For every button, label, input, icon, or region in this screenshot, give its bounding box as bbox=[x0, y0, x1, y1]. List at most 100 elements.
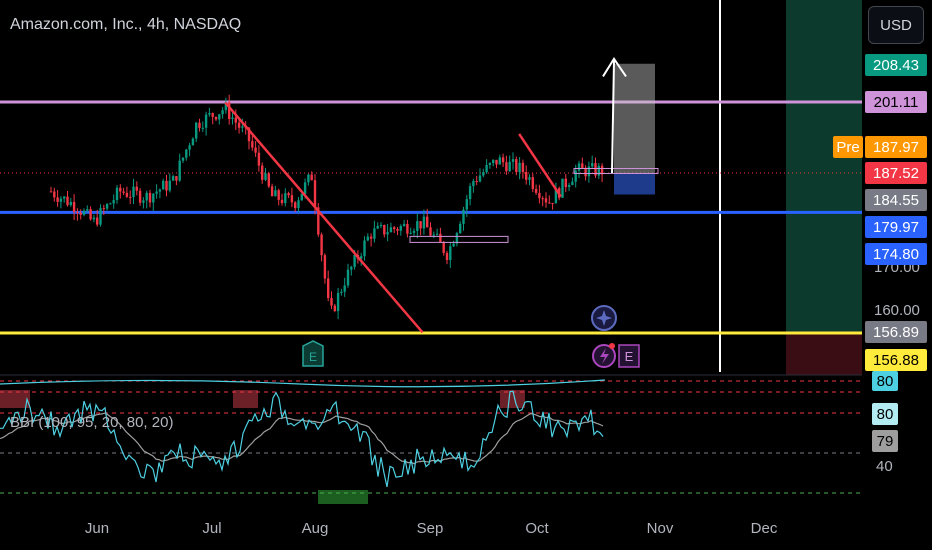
indicator-axis-40: 40 bbox=[876, 458, 893, 475]
candle-body bbox=[554, 188, 558, 204]
indicator-overbought-fill-a bbox=[0, 390, 30, 408]
candle-body bbox=[515, 159, 518, 173]
projection-arrow-head bbox=[602, 56, 627, 78]
trendline-1 bbox=[518, 133, 562, 198]
candle-body bbox=[485, 164, 488, 173]
candle-body bbox=[224, 102, 228, 111]
candles-group bbox=[49, 94, 604, 320]
candle-body bbox=[591, 163, 594, 167]
candle-body bbox=[109, 203, 112, 205]
candle-body bbox=[492, 159, 495, 164]
candle-body bbox=[452, 243, 455, 247]
candle-body bbox=[257, 152, 261, 166]
candle-body bbox=[313, 180, 317, 208]
candle-body bbox=[310, 174, 313, 181]
candle-body bbox=[567, 185, 571, 188]
candle-body bbox=[525, 172, 528, 180]
candle-body bbox=[340, 291, 343, 293]
symbol-title: Amazon.com, Inc., 4h, NASDAQ bbox=[10, 16, 242, 33]
candle-body bbox=[521, 162, 525, 173]
candle-body bbox=[409, 232, 412, 234]
candle-body bbox=[379, 225, 383, 227]
candle-body bbox=[171, 176, 175, 181]
candle-body bbox=[115, 187, 119, 201]
candle-body bbox=[66, 196, 69, 206]
candle-body bbox=[214, 116, 218, 120]
candle-body bbox=[155, 191, 158, 194]
candle-body bbox=[363, 240, 366, 257]
candle-body bbox=[462, 209, 465, 224]
candle-body bbox=[442, 241, 445, 253]
candle-body bbox=[132, 186, 135, 197]
candle-body bbox=[148, 192, 152, 203]
candle-body bbox=[158, 189, 162, 192]
candle-body bbox=[600, 165, 604, 175]
candle-body bbox=[297, 200, 300, 209]
indicator-upper-band bbox=[0, 379, 606, 388]
candle-body bbox=[228, 102, 231, 120]
candle-body bbox=[587, 166, 591, 177]
candle-body bbox=[393, 227, 396, 230]
candle-body bbox=[102, 208, 105, 210]
candle-body bbox=[429, 227, 432, 236]
consolidation-box-sep bbox=[409, 235, 509, 243]
candle-body bbox=[72, 201, 76, 212]
candle-body bbox=[284, 193, 287, 204]
candle-body bbox=[498, 157, 501, 165]
candle-body bbox=[531, 177, 534, 189]
candle-body bbox=[459, 223, 462, 234]
box-bottom-price-tag: 184.55 bbox=[865, 189, 927, 211]
candle-body bbox=[92, 217, 96, 220]
candle-body bbox=[280, 199, 284, 204]
candle-body bbox=[122, 191, 125, 193]
candle-body bbox=[360, 256, 363, 259]
candle-body bbox=[455, 233, 459, 244]
candle-body bbox=[376, 226, 379, 229]
candle-body bbox=[261, 165, 264, 180]
candle-body bbox=[165, 180, 168, 191]
candle-body bbox=[594, 163, 597, 176]
x-label-aug: Aug bbox=[301, 520, 329, 537]
indicator-main-line bbox=[0, 390, 604, 488]
candle-body bbox=[435, 233, 439, 235]
candle-body bbox=[561, 178, 564, 198]
candle-body bbox=[488, 163, 492, 165]
candle-body bbox=[125, 192, 129, 197]
yellow-level-price-tag-a: 156.89 bbox=[865, 321, 927, 343]
candle-body bbox=[264, 173, 267, 180]
candle-body bbox=[119, 187, 122, 192]
indicator-top-tag: 80 bbox=[872, 371, 898, 391]
resistance-price-tag: 201.11 bbox=[865, 91, 927, 113]
candle-body bbox=[129, 196, 132, 198]
candle-body bbox=[300, 193, 303, 201]
target-price-tag: 208.43 bbox=[865, 54, 927, 76]
candle-body bbox=[518, 162, 521, 173]
position-stop-box bbox=[614, 172, 655, 195]
candle-body bbox=[303, 182, 307, 194]
earnings-icon-aug bbox=[302, 340, 324, 367]
candle-body bbox=[343, 285, 346, 292]
candle-body bbox=[201, 127, 204, 129]
candle-body bbox=[327, 278, 330, 298]
candle-body bbox=[162, 180, 165, 190]
currency-button[interactable]: USD bbox=[868, 6, 924, 44]
candle-body bbox=[152, 193, 155, 203]
blue-level-price-tag: 174.80 bbox=[865, 243, 927, 265]
x-label-jul: Jul bbox=[202, 520, 222, 537]
candle-body bbox=[426, 216, 429, 228]
candle-body bbox=[168, 180, 171, 191]
candle-body bbox=[56, 197, 59, 202]
candle-body bbox=[254, 147, 257, 153]
candle-body bbox=[138, 190, 142, 203]
x-label-dec: Dec bbox=[750, 520, 778, 537]
candle-body bbox=[508, 161, 511, 172]
candle-body bbox=[482, 172, 485, 176]
candle-body bbox=[597, 165, 600, 176]
x-label-nov: Nov bbox=[646, 520, 674, 537]
price-axis-label-160: 160.00 bbox=[874, 302, 920, 319]
candle-body bbox=[218, 114, 221, 120]
candle-body bbox=[369, 236, 373, 239]
candle-body bbox=[135, 186, 138, 191]
candle-body bbox=[270, 186, 274, 197]
